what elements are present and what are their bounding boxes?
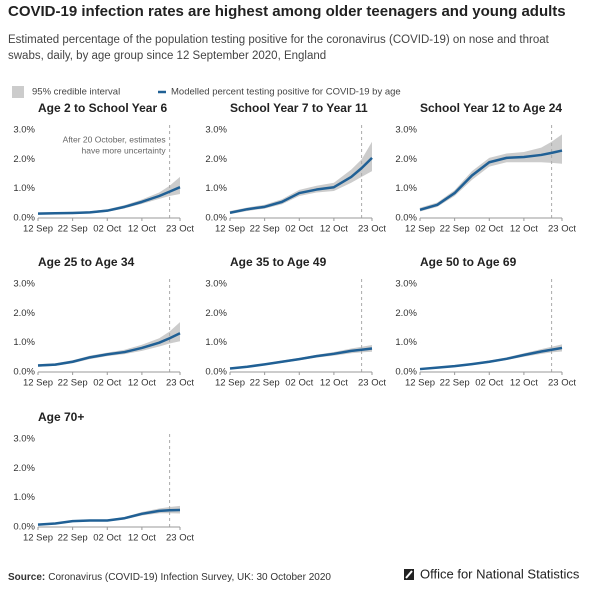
- panel-title: Age 35 to Age 49: [230, 255, 327, 269]
- x-tick-label: 23 Oct: [548, 378, 576, 389]
- x-tick-label: 22 Sep: [250, 224, 280, 235]
- subtitle: Estimated percentage of the population t…: [8, 34, 550, 46]
- y-tick-label: 1.0%: [13, 492, 35, 503]
- x-tick-label: 12 Oct: [128, 378, 156, 389]
- logo: Office for National Statistics: [404, 566, 580, 581]
- credible-interval: [38, 322, 180, 367]
- x-tick-label: 12 Oct: [320, 224, 348, 235]
- panel-title: Age 2 to School Year 6: [38, 101, 167, 115]
- y-tick-label: 2.0%: [395, 308, 417, 319]
- x-tick-label: 12 Sep: [23, 224, 53, 235]
- x-tick-label: 22 Sep: [58, 533, 88, 544]
- y-tick-label: 0.0%: [395, 213, 417, 224]
- source: Source: Coronavirus (COVID-19) Infection …: [8, 572, 331, 583]
- brand: Office for National Statistics: [420, 566, 580, 581]
- x-tick-label: 23 Oct: [358, 224, 386, 235]
- y-tick-label: 1.0%: [13, 183, 35, 194]
- y-tick-label: 2.0%: [13, 463, 35, 474]
- x-tick-label: 12 Sep: [215, 224, 245, 235]
- x-tick-label: 02 Oct: [475, 378, 503, 389]
- y-tick-label: 2.0%: [205, 308, 227, 319]
- x-tick-label: 02 Oct: [93, 378, 121, 389]
- y-tick-label: 0.0%: [205, 213, 227, 224]
- y-tick-label: 2.0%: [395, 154, 417, 165]
- line: [37, 508, 181, 526]
- y-tick-label: 0.0%: [13, 522, 35, 533]
- x-tick-label: 23 Oct: [166, 533, 194, 544]
- y-tick-label: 3.0%: [205, 125, 227, 136]
- y-tick-label: 2.0%: [13, 154, 35, 165]
- y-tick-label: 0.0%: [13, 213, 35, 224]
- y-tick-label: 2.0%: [13, 308, 35, 319]
- annotation: have more uncertainty: [82, 145, 167, 155]
- line: [37, 186, 181, 215]
- x-tick-label: 12 Oct: [128, 533, 156, 544]
- legend-label: 95% credible interval: [32, 87, 120, 98]
- y-tick-label: 1.0%: [395, 183, 417, 194]
- x-tick-label: 12 Oct: [510, 378, 538, 389]
- annotation: After 20 October, estimates: [63, 134, 166, 144]
- x-tick-label: 12 Sep: [23, 533, 53, 544]
- panel-title: Age 25 to Age 34: [38, 255, 135, 269]
- line: [229, 347, 373, 370]
- subtitle: swabs, daily, by age group since 12 Sept…: [8, 50, 326, 62]
- x-tick-label: 12 Oct: [128, 224, 156, 235]
- y-tick-label: 3.0%: [395, 125, 417, 136]
- x-tick-label: 02 Oct: [285, 378, 313, 389]
- title: COVID-19 infection rates are highest amo…: [8, 3, 566, 20]
- x-tick-label: 23 Oct: [166, 224, 194, 235]
- panel-title: School Year 12 to Age 24: [420, 101, 562, 115]
- x-tick-label: 23 Oct: [548, 224, 576, 235]
- x-tick-label: 22 Sep: [250, 378, 280, 389]
- source-text: Coronavirus (COVID-19) Infection Survey,…: [48, 572, 331, 583]
- x-tick-label: 23 Oct: [166, 378, 194, 389]
- line: [37, 332, 181, 367]
- x-tick-label: 12 Oct: [320, 378, 348, 389]
- credible-interval: [420, 134, 562, 212]
- x-tick-label: 12 Sep: [215, 378, 245, 389]
- credible-interval: [420, 344, 562, 370]
- line: [419, 149, 563, 211]
- x-tick-label: 22 Sep: [440, 224, 470, 235]
- y-tick-label: 3.0%: [13, 125, 35, 136]
- y-tick-label: 3.0%: [13, 434, 35, 445]
- y-tick-label: 1.0%: [205, 183, 227, 194]
- y-tick-label: 1.0%: [395, 337, 417, 348]
- x-tick-label: 12 Sep: [405, 378, 435, 389]
- x-tick-label: 12 Sep: [23, 378, 53, 389]
- x-tick-label: 02 Oct: [285, 224, 313, 235]
- line: [229, 156, 373, 214]
- credible-interval: [230, 141, 372, 215]
- x-tick-label: 12 Sep: [405, 224, 435, 235]
- y-tick-label: 3.0%: [13, 279, 35, 290]
- x-tick-label: 02 Oct: [475, 224, 503, 235]
- x-tick-label: 23 Oct: [358, 378, 386, 389]
- credible-interval: [38, 176, 180, 215]
- source-label: Source:: [8, 572, 45, 583]
- panel-title: School Year 7 to Year 11: [230, 101, 368, 115]
- panel-title: Age 50 to Age 69: [420, 255, 517, 269]
- x-tick-label: 22 Sep: [58, 224, 88, 235]
- y-tick-label: 2.0%: [205, 154, 227, 165]
- x-tick-label: 12 Oct: [510, 224, 538, 235]
- line: [419, 346, 563, 371]
- x-tick-label: 02 Oct: [93, 224, 121, 235]
- panel-title: Age 70+: [38, 410, 84, 424]
- legend-label: Modelled percent testing positive for CO…: [171, 87, 401, 98]
- x-tick-label: 22 Sep: [58, 378, 88, 389]
- y-tick-label: 3.0%: [395, 279, 417, 290]
- y-tick-label: 1.0%: [205, 337, 227, 348]
- legend-swatch: [12, 86, 24, 98]
- y-tick-label: 0.0%: [205, 367, 227, 378]
- y-tick-label: 1.0%: [13, 337, 35, 348]
- x-tick-label: 22 Sep: [440, 378, 470, 389]
- y-tick-label: 0.0%: [395, 367, 417, 378]
- y-tick-label: 3.0%: [205, 279, 227, 290]
- y-tick-label: 0.0%: [13, 367, 35, 378]
- x-tick-label: 02 Oct: [93, 533, 121, 544]
